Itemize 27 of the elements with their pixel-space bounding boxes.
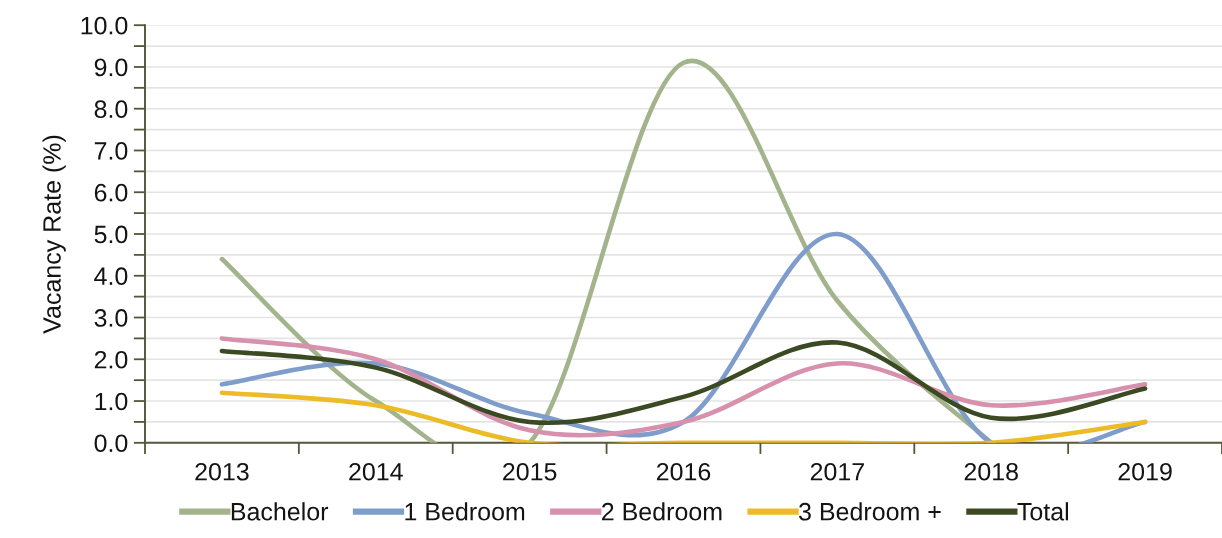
x-tick-label: 2016	[656, 462, 711, 481]
line-series	[219, 340, 1148, 425]
x-tick-label: 2014	[349, 462, 403, 481]
y-tick-label: 0.0	[94, 434, 128, 453]
y-tick-label: 10.0	[81, 16, 128, 35]
y-tick-label: 6.0	[94, 183, 128, 202]
y-tick-label: 4.0	[94, 267, 128, 286]
y-tick-label: 2.0	[94, 350, 128, 369]
x-tick-label: 2015	[503, 462, 557, 481]
line-series	[219, 390, 1148, 443]
line-series	[219, 59, 994, 443]
y-axis-title: Vacancy Rate (%)	[42, 135, 66, 334]
x-tick-label: 2013	[195, 462, 249, 481]
legend-label: 2 Bedroom	[602, 502, 722, 521]
legend-label: 3 Bedroom +	[799, 502, 941, 521]
y-tick-label: 9.0	[94, 58, 128, 77]
y-tick-label: 8.0	[94, 100, 128, 119]
legend-label: Bachelor	[231, 502, 329, 521]
y-tick-label: 1.0	[95, 392, 128, 411]
y-tick-label: 3.0	[94, 309, 128, 327]
x-tick-label: 2017	[810, 462, 864, 481]
y-tick-label: 7.0	[94, 142, 128, 160]
x-tick-label: 2018	[964, 462, 1018, 481]
legend-label: Total	[1017, 502, 1069, 521]
y-tick-label: 5.0	[94, 225, 128, 244]
legend-label: 1 Bedroom	[405, 502, 525, 521]
x-tick-label: 2019	[1118, 462, 1172, 481]
